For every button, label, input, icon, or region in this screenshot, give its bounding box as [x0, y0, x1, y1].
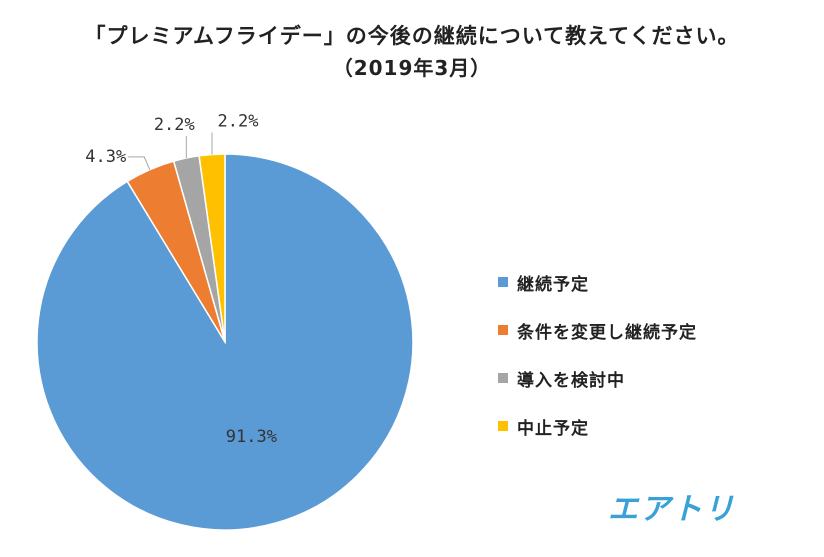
legend: 継続予定 条件を変更し継続予定 導入を検討中 中止予定 [498, 258, 697, 450]
legend-item: 条件を変更し継続予定 [498, 306, 697, 354]
legend-swatch [498, 373, 508, 383]
legend-swatch [498, 277, 508, 287]
data-label: 91.3% [226, 427, 277, 447]
legend-swatch [498, 325, 508, 335]
legend-label: 条件を変更し継続予定 [517, 322, 697, 343]
legend-item: 継続予定 [498, 258, 697, 306]
legend-swatch [498, 421, 508, 431]
data-label: 4.3% [85, 147, 126, 167]
brand-logo: エアトリ [608, 492, 736, 527]
legend-label: 中止予定 [517, 418, 589, 439]
legend-label: 継続予定 [517, 274, 589, 295]
data-label: 2.2% [154, 115, 195, 135]
chart-subtitle: （2019年3月） [332, 56, 492, 80]
data-label: 2.2% [218, 111, 259, 131]
chart-title: 「プレミアムフライデー」の今後の継続について教えてください。 [84, 24, 740, 48]
legend-item: 導入を検討中 [498, 354, 697, 402]
leader-line [128, 156, 151, 170]
legend-item: 中止予定 [498, 402, 697, 450]
legend-label: 導入を検討中 [517, 370, 625, 391]
